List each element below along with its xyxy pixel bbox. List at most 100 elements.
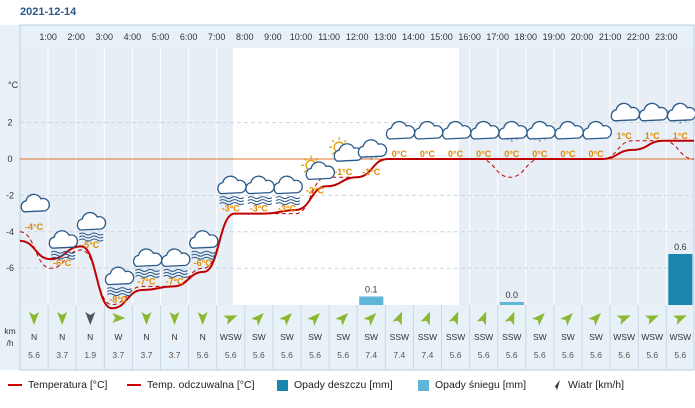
- cloud-shape: [76, 211, 107, 231]
- wind-arrow-icon: [504, 311, 515, 326]
- fog-wave: [50, 253, 76, 257]
- fog-wave: [163, 274, 188, 278]
- wind-direction-label: SW: [364, 332, 378, 342]
- wind-arrow-icon: [616, 315, 631, 325]
- wind-arrow-icon: [363, 313, 377, 326]
- temp-value-label: -3°C: [250, 204, 269, 214]
- fog-wave: [107, 287, 132, 291]
- fog-wave: [107, 290, 132, 294]
- temp-value-label: 0°C: [420, 149, 436, 159]
- legend-label-wind: Wiatr [km/h]: [568, 379, 625, 391]
- wind-arrow-icon: [141, 312, 152, 325]
- y-tick-label: -2: [6, 190, 14, 200]
- sun-ray: [343, 139, 347, 143]
- snowflake: *: [365, 156, 368, 162]
- fog-wave: [219, 196, 245, 200]
- hour-tick-label: 15:00: [430, 32, 453, 42]
- cloud-fog-icon: [104, 266, 135, 297]
- cloud-fog-icon: [76, 211, 107, 242]
- fog-wave: [191, 253, 216, 257]
- fog-wave: [78, 232, 104, 236]
- wind-arrow-icon: [57, 312, 68, 325]
- wind-unit-label: km: [4, 326, 15, 336]
- wind-arrow-shape: [448, 311, 459, 326]
- snowflake: *: [679, 122, 682, 128]
- legend-swatch-rain: [277, 379, 288, 391]
- temp-value-label: -3°C: [278, 204, 297, 214]
- cloud-shape: [582, 120, 613, 140]
- temp-value-label: -4°C: [25, 222, 44, 232]
- wind-direction-label: SSW: [418, 332, 437, 342]
- wind-speed-label: 1.9: [84, 350, 96, 360]
- wind-arrow-shape: [588, 313, 601, 326]
- wind-arrow-shape: [392, 311, 403, 326]
- wind-arrow-shape: [476, 311, 487, 326]
- wind-arrow-shape: [279, 313, 292, 326]
- fog-wave: [219, 202, 245, 206]
- wind-direction-label: WSW: [641, 332, 663, 342]
- wind-speed-label: 5.6: [28, 350, 40, 360]
- wind-arrow-shape: [504, 311, 515, 326]
- cloud-icon: [20, 193, 51, 213]
- wind-direction-label: N: [87, 332, 93, 342]
- wind-speed-label: 5.6: [506, 350, 518, 360]
- night-shade-morning: [20, 48, 233, 305]
- cloud-snow-icon: * * *: [666, 102, 695, 128]
- wind-arrow-icon: [279, 313, 292, 326]
- wind-speed-label: 5.6: [197, 350, 209, 360]
- wind-arrow-shape: [672, 315, 687, 325]
- fog-wave: [275, 202, 301, 206]
- legend-label-feels-like: Temp. odczuwalna [°C]: [147, 379, 255, 391]
- wind-speed-label: 5.6: [450, 350, 462, 360]
- precip-bar-snow: [359, 296, 384, 305]
- snowflake: *: [674, 120, 677, 126]
- cloud-fog-icon: [273, 175, 303, 206]
- hour-tick-label: 16:00: [458, 32, 481, 42]
- cloud-shape: [413, 120, 444, 140]
- wind-speed-label: 3.7: [141, 350, 153, 360]
- wind-arrow-icon: [29, 312, 40, 325]
- hour-tick-label: 4:00: [124, 32, 142, 42]
- wind-direction-label: SSW: [390, 332, 409, 342]
- wind-arrow-icon: [672, 315, 687, 325]
- hour-tick-label: 11:00: [318, 32, 340, 42]
- partly-cloudy-icon: [301, 155, 336, 181]
- hour-tick-label: 12:00: [346, 32, 369, 42]
- fog-wave: [107, 293, 132, 297]
- fog-wave: [135, 271, 160, 275]
- cloud-shape: [305, 161, 336, 181]
- temp-value-label: 0°C: [476, 149, 492, 159]
- cloud-shape: [189, 230, 219, 249]
- temp-value-label: 0°C: [532, 149, 548, 159]
- wind-direction-label: SW: [589, 332, 603, 342]
- legend-swatch-temperature: [8, 384, 22, 386]
- wind-arrow-icon: [85, 312, 96, 325]
- cloud-fog-icon: [48, 230, 79, 260]
- legend-label-rain: Opady deszczu [mm]: [294, 379, 393, 391]
- wind-arrow-icon: [644, 315, 659, 325]
- wind-speed-label: 5.6: [646, 350, 658, 360]
- hour-tick-label: 19:00: [543, 32, 566, 42]
- hour-tick-label: 22:00: [627, 32, 650, 42]
- hour-tick-label: 5:00: [152, 32, 170, 42]
- hour-tick-label: 7:00: [208, 32, 226, 42]
- hour-tick-label: 8:00: [236, 32, 254, 42]
- wind-arrow-shape: [141, 312, 152, 325]
- fog-wave: [247, 199, 273, 203]
- cloud-shape: [20, 193, 51, 213]
- wind-arrow-icon: [112, 313, 126, 323]
- wind-direction-label: W: [114, 332, 122, 342]
- fog-wave: [50, 256, 76, 260]
- legend-label-snow: Opady śniegu [mm]: [435, 379, 527, 391]
- y-unit-label: °C: [8, 80, 19, 90]
- wind-arrow-shape: [363, 313, 377, 326]
- y-tick-label: -4: [6, 227, 14, 237]
- wind-arrow-shape: [85, 312, 96, 325]
- chart-legend: Temperatura [°C] Temp. odczuwalna [°C] O…: [0, 373, 695, 397]
- wind-arrow-icon: [169, 312, 180, 325]
- fog-wave: [163, 271, 188, 275]
- wind-arrow-shape: [251, 313, 264, 326]
- wind-arrow-shape: [560, 313, 573, 326]
- wind-speed-label: 5.6: [590, 350, 602, 360]
- wind-speed-label: 7.4: [422, 350, 434, 360]
